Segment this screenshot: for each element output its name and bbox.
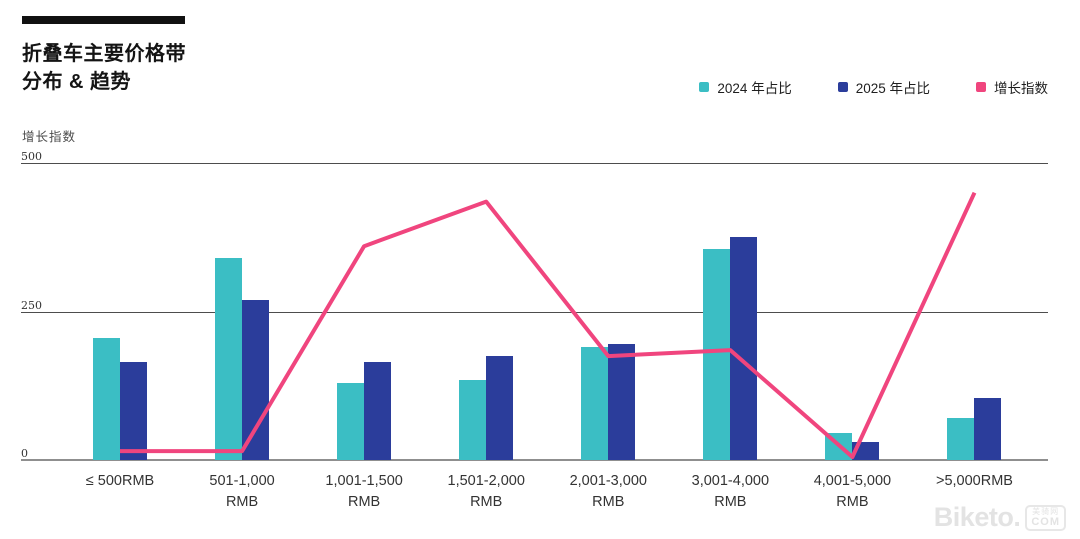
- bar-2024 年占比: [825, 433, 853, 460]
- x-axis-label: ≤ 500RMB: [85, 473, 155, 489]
- accent-bar: [22, 16, 185, 24]
- legend-label: 2024 年占比: [717, 81, 792, 96]
- bar-2025 年占比: [242, 299, 270, 460]
- watermark-badge-bottom: COM: [1031, 515, 1060, 528]
- x-axis-label: 1,501-2,000 RMB: [447, 473, 525, 510]
- legend-swatch: [837, 82, 848, 92]
- legend-item-2024 年占比: 2024 年占比: [699, 77, 792, 97]
- x-axis-label: 4,001-5,000 RMB: [813, 473, 892, 510]
- bar-2025 年占比: [364, 361, 392, 460]
- gridline-500: [21, 163, 1048, 164]
- bar-2025 年占比: [852, 442, 880, 460]
- bar-2025 年占比: [608, 344, 636, 460]
- watermark: Biketo. 美骑网 COM: [934, 502, 1066, 533]
- x-axis-label: 2,001-3,000 RMB: [569, 473, 647, 510]
- x-axis-label: 3,001-4,000 RMB: [691, 473, 770, 510]
- legend: 2024 年占比 2025 年占比 增长指数: [699, 77, 1048, 97]
- bar-2024 年占比: [215, 258, 243, 460]
- bar-2024 年占比: [581, 347, 609, 460]
- watermark-badge-top: 美骑网: [1032, 506, 1060, 516]
- y-tick-label: 500: [21, 150, 42, 163]
- y-tick-label: 0: [21, 447, 28, 460]
- bar-2025 年占比: [730, 237, 758, 460]
- chart-title-line1: 折叠车主要价格带: [22, 43, 186, 65]
- bar-2025 年占比: [974, 397, 1002, 460]
- bar-2024 年占比: [459, 379, 487, 460]
- bar-2024 年占比: [947, 418, 975, 460]
- bar-2024 年占比: [93, 338, 120, 460]
- gridline-250: [21, 311, 1048, 313]
- legend-label: 2025 年占比: [855, 81, 930, 96]
- chart-title: 折叠车主要价格带 分布 & 趋势: [22, 40, 186, 96]
- legend-label: 增长指数: [994, 81, 1048, 96]
- legend-item-2025 年占比: 2025 年占比: [837, 77, 930, 97]
- bar-2025 年占比: [120, 361, 147, 460]
- watermark-badge: 美骑网 COM: [1025, 504, 1066, 531]
- y-axis-title: 增长指数: [22, 130, 77, 144]
- x-axis-label: 501-1,000 RMB: [209, 473, 275, 510]
- bar-2024 年占比: [337, 382, 365, 460]
- legend-item-增长指数: 增长指数: [976, 77, 1048, 97]
- y-tick-label: 250: [21, 298, 42, 312]
- legend-swatch: [976, 82, 986, 92]
- chart-title-line2: 分布 & 趋势: [22, 71, 132, 93]
- x-axis-label: >5,000RMB: [935, 473, 1013, 489]
- bar-2025 年占比: [486, 356, 514, 460]
- legend-swatch: [699, 82, 710, 92]
- bar-2024 年占比: [703, 249, 731, 460]
- gridline-0: [21, 459, 1048, 461]
- x-axis-label: 1,001-1,500 RMB: [325, 473, 403, 510]
- watermark-brand: Biketo.: [933, 502, 1021, 532]
